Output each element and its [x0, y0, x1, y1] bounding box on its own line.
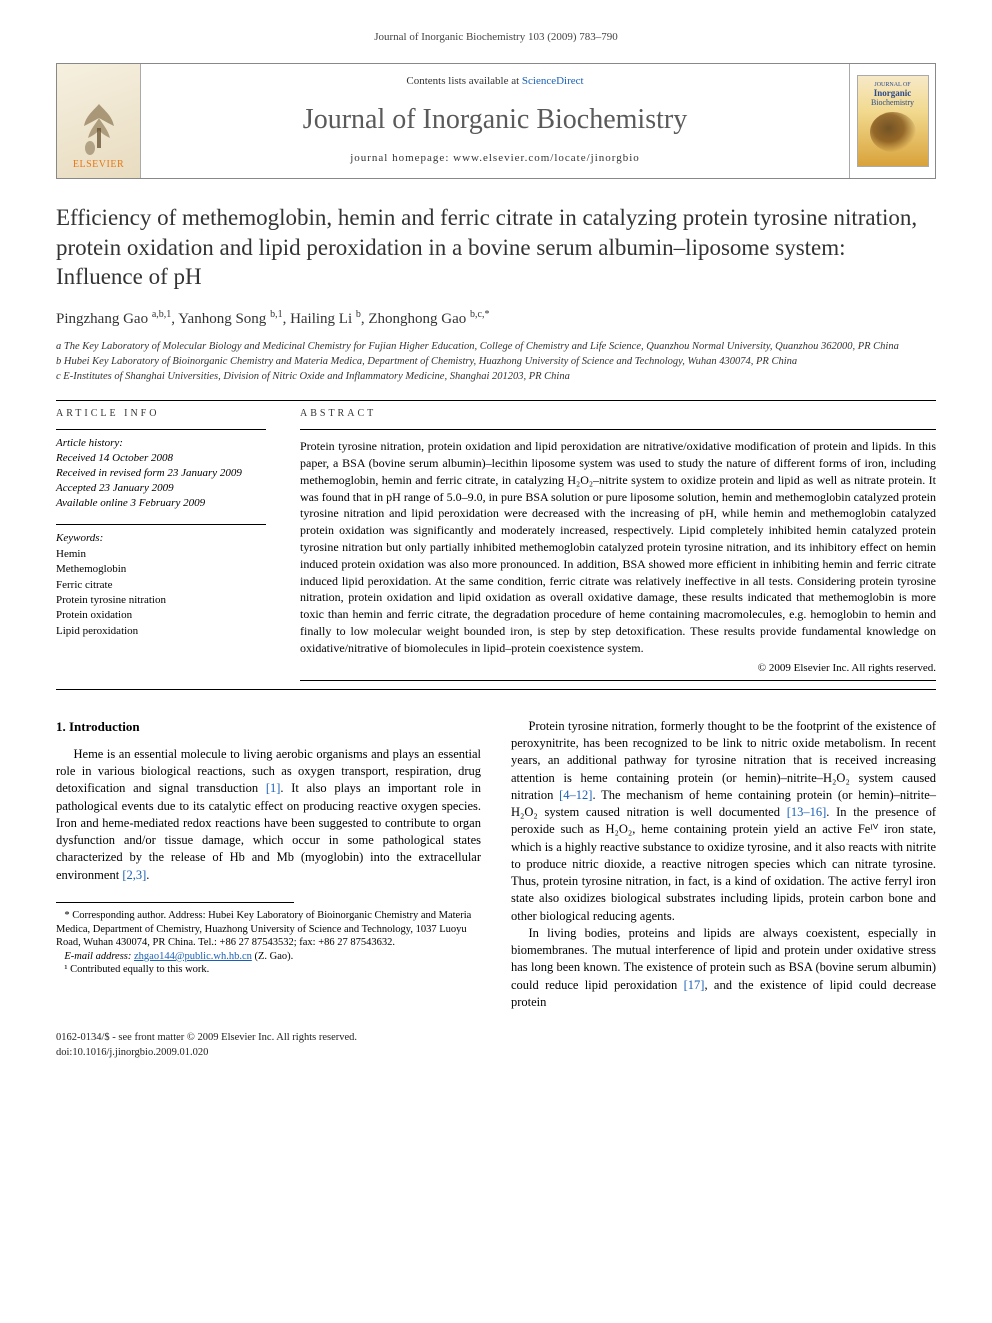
affiliations: a The Key Laboratory of Molecular Biolog… [56, 340, 936, 385]
affiliation-a: a The Key Laboratory of Molecular Biolog… [56, 340, 936, 354]
contents-prefix: Contents lists available at [406, 75, 521, 87]
history-item: Accepted 23 January 2009 [56, 481, 266, 496]
divider [56, 524, 266, 525]
body-paragraph: Heme is an essential molecule to living … [56, 746, 481, 884]
keyword-item: Protein tyrosine nitration [56, 593, 266, 608]
publisher-name: ELSEVIER [73, 158, 124, 172]
keyword-item: Methemoglobin [56, 562, 266, 577]
body-paragraph: In living bodies, proteins and lipids ar… [511, 925, 936, 1011]
copyright-line: 0162-0134/$ - see front matter © 2009 El… [56, 1031, 357, 1046]
journal-title-banner: Journal of Inorganic Biochemistry [149, 100, 841, 139]
cover-thumb-wrap: JOURNAL OF Inorganic Biochemistry [849, 64, 935, 178]
sciencedirect-link[interactable]: ScienceDirect [522, 75, 584, 87]
article-history: Article history: Received 14 October 200… [56, 436, 266, 510]
footnote-divider [56, 902, 294, 903]
affiliation-c: c E-Institutes of Shanghai Universities,… [56, 370, 936, 384]
abstract-copyright: © 2009 Elsevier Inc. All rights reserved… [300, 661, 936, 676]
history-item: Received in revised form 23 January 2009 [56, 466, 266, 481]
abstract-label: ABSTRACT [300, 407, 936, 421]
divider [56, 429, 266, 430]
banner-center: Contents lists available at ScienceDirec… [141, 64, 849, 178]
divider [56, 689, 936, 690]
affiliation-b: b Hubei Key Laboratory of Bioinorganic C… [56, 355, 936, 369]
abstract-text: Protein tyrosine nitration, protein oxid… [300, 438, 936, 656]
email-link[interactable]: zhgao144@public.wh.hb.cn [134, 951, 252, 962]
elsevier-tree-icon [72, 98, 126, 156]
running-head: Journal of Inorganic Biochemistry 103 (2… [56, 30, 936, 45]
keyword-item: Hemin [56, 547, 266, 562]
body-two-column: 1. Introduction Heme is an essential mol… [56, 718, 936, 1011]
cover-art-icon [870, 112, 916, 152]
keyword-item: Protein oxidation [56, 608, 266, 623]
article-info-label: ARTICLE INFO [56, 407, 266, 421]
journal-cover-icon: JOURNAL OF Inorganic Biochemistry [857, 75, 929, 167]
history-heading: Article history: [56, 436, 266, 451]
email-suffix: (Z. Gao). [252, 951, 293, 962]
body-paragraph: Protein tyrosine nitration, formerly tho… [511, 718, 936, 925]
author-list: Pingzhang Gao a,b,1, Yanhong Song b,1, H… [56, 308, 936, 330]
divider [300, 680, 936, 681]
cover-line: Biochemistry [858, 99, 928, 108]
history-item: Received 14 October 2008 [56, 451, 266, 466]
footer-left: 0162-0134/$ - see front matter © 2009 El… [56, 1031, 357, 1060]
keyword-item: Ferric citrate [56, 578, 266, 593]
article-title: Efficiency of methemoglobin, hemin and f… [56, 203, 936, 291]
abstract-column: ABSTRACT Protein tyrosine nitration, pro… [300, 403, 936, 681]
contribution-note: ¹ Contributed equally to this work. [56, 963, 481, 977]
journal-banner: ELSEVIER Contents lists available at Sci… [56, 63, 936, 179]
corresponding-author-note: * Corresponding author. Address: Hubei K… [56, 909, 481, 950]
divider [300, 429, 936, 430]
email-label: E-mail address: [64, 951, 134, 962]
journal-homepage: journal homepage: www.elsevier.com/locat… [149, 151, 841, 166]
keyword-item: Lipid peroxidation [56, 624, 266, 639]
publisher-logo-block: ELSEVIER [57, 64, 141, 178]
email-note: E-mail address: zhgao144@public.wh.hb.cn… [56, 950, 481, 964]
keywords-heading: Keywords: [56, 531, 266, 546]
article-info-column: ARTICLE INFO Article history: Received 1… [56, 403, 266, 681]
contents-line: Contents lists available at ScienceDirec… [149, 74, 841, 89]
footnotes: * Corresponding author. Address: Hubei K… [56, 909, 481, 977]
divider [56, 400, 936, 401]
history-item: Available online 3 February 2009 [56, 496, 266, 511]
page-footer: 0162-0134/$ - see front matter © 2009 El… [56, 1031, 936, 1060]
keywords-block: Keywords: Hemin Methemoglobin Ferric cit… [56, 531, 266, 639]
doi-line: doi:10.1016/j.jinorgbio.2009.01.020 [56, 1046, 357, 1061]
section-heading: 1. Introduction [56, 718, 481, 736]
